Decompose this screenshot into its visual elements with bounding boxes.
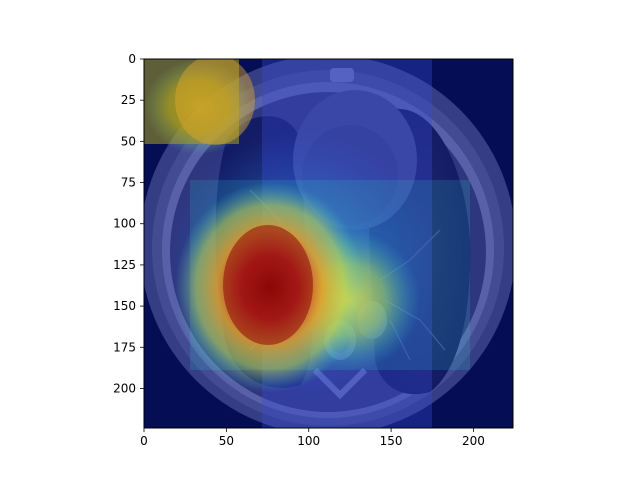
x-tick-label: 100 bbox=[297, 434, 320, 448]
y-tick-label: 50 bbox=[121, 134, 136, 148]
y-tick-label: 100 bbox=[113, 217, 136, 231]
y-tick-label: 150 bbox=[113, 299, 136, 313]
y-tick-label: 25 bbox=[121, 93, 136, 107]
y-tick-label: 0 bbox=[128, 52, 136, 66]
y-tick-label: 125 bbox=[113, 258, 136, 272]
x-tick-label: 150 bbox=[380, 434, 403, 448]
x-axis-ticks: 0 50 100 150 200 bbox=[140, 428, 485, 448]
x-tick-label: 200 bbox=[462, 434, 485, 448]
x-tick-label: 0 bbox=[140, 434, 148, 448]
y-tick-label: 200 bbox=[113, 381, 136, 395]
y-tick-label: 75 bbox=[121, 176, 136, 190]
ct-scan-image bbox=[144, 59, 513, 428]
y-axis-ticks: 0 25 50 75 100 125 150 175 200 bbox=[113, 52, 144, 395]
x-tick-label: 50 bbox=[219, 434, 234, 448]
axes-frame bbox=[143, 58, 514, 429]
y-tick-label: 175 bbox=[113, 340, 136, 354]
